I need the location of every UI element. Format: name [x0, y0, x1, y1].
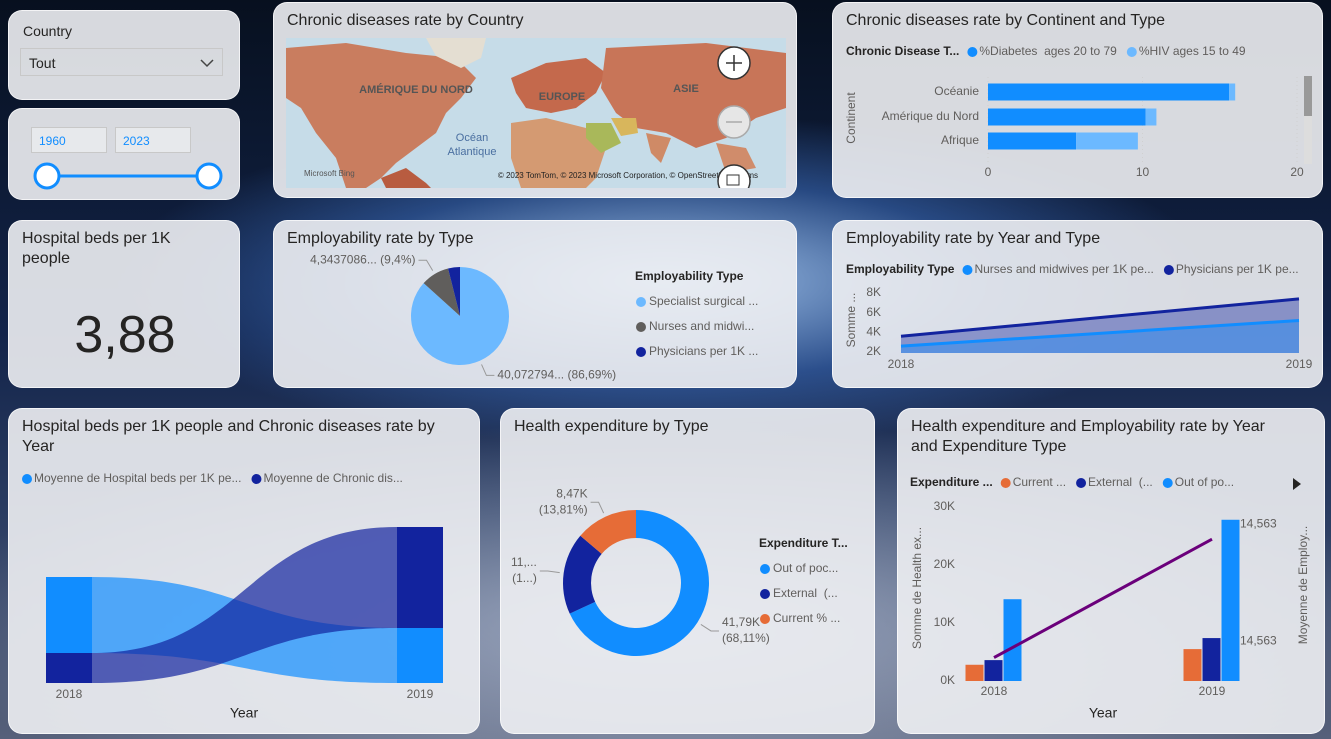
region [511, 118, 606, 188]
legend-scroll[interactable] [1291, 477, 1303, 491]
year-slicer: 1960 2023 [8, 108, 240, 200]
zoom-out[interactable] [717, 105, 751, 139]
zoom-in[interactable] [717, 46, 751, 80]
card-value: 3,88 [74, 306, 176, 364]
chevron [200, 59, 214, 68]
slicer-label: Country [23, 23, 73, 39]
map-title: Chronic diseases rate by Country [287, 12, 524, 29]
chart-panel: Health expenditure and Employability rat… [897, 408, 1325, 734]
region [286, 43, 476, 188]
map-panel: Chronic diseases rate by Country AMÉRIQU… [273, 2, 797, 198]
select-button[interactable] [717, 164, 751, 188]
scroll-thumb[interactable] [1304, 76, 1312, 116]
map-label: ASIE [673, 83, 699, 95]
chart-panel: Employability rate by Year and Type [832, 220, 1323, 388]
chart-panel: Hospital beds per 1K people and Chronic … [8, 408, 480, 734]
dropdown-value: Tout [29, 55, 56, 71]
dropdown[interactable]: Tout [20, 48, 223, 76]
chart-title: Hospital beds per 1K people and Chronic … [22, 418, 435, 455]
map[interactable]: AMÉRIQUE DU NORD EUROPE ASIE Océan Atlan… [286, 38, 786, 188]
card: Hospital beds per 1K people 3,88 [8, 220, 240, 388]
region [426, 38, 486, 68]
chart-title: Employability rate by Year and Type [846, 230, 1101, 247]
slider [33, 162, 223, 190]
map-label: EUROPE [539, 91, 585, 103]
region [646, 133, 671, 163]
map-label: Atlantique [448, 146, 497, 158]
country-slicer: Country Tout [8, 10, 240, 100]
year-start[interactable]: 1960 [31, 127, 107, 153]
slider-handle[interactable] [33, 162, 61, 190]
map-label: Océan [456, 132, 488, 144]
map-attribution: © 2023 TomTom, © 2023 Microsoft Corporat… [498, 171, 758, 180]
card-title: Hospital beds per 1K people [22, 230, 171, 267]
region [511, 58, 606, 113]
region [716, 143, 756, 173]
scrollbar[interactable] [1304, 76, 1312, 164]
chart-panel: Health expenditure by Type [500, 408, 875, 734]
map-logo: Microsoft Bing [304, 169, 355, 178]
year-end[interactable]: 2023 [115, 127, 191, 153]
chart-panel: Chronic diseases rate by Continent and T… [832, 2, 1323, 198]
region [611, 118, 638, 136]
region [586, 123, 621, 153]
chart-title: Employability rate by Type [287, 230, 474, 247]
slider-handle[interactable] [195, 162, 223, 190]
chart-title: Health expenditure by Type [514, 418, 709, 435]
chart-panel: Employability rate by Type [273, 220, 797, 388]
map-label: AMÉRIQUE DU NORD [359, 83, 473, 96]
region [381, 168, 431, 188]
chart-title: Chronic diseases rate by Continent and T… [846, 12, 1166, 29]
chart-title: Health expenditure and Employability rat… [911, 418, 1265, 455]
